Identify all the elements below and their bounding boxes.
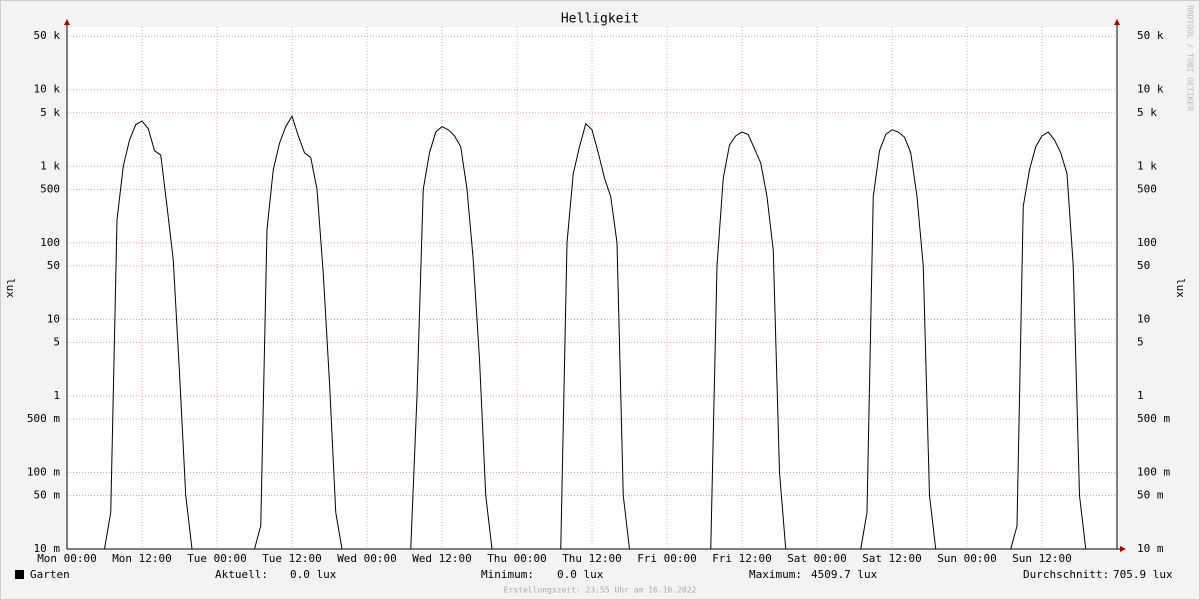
legend-stat-value: 0.0 lux bbox=[557, 568, 604, 581]
watermark: RRDTOOL / TOBI OETIKER bbox=[1186, 5, 1195, 111]
x-tick-label: Sat 12:00 bbox=[862, 552, 922, 565]
footer: Erstellungszeit: 23:55 Uhr am 16.10.2022 bbox=[504, 586, 697, 595]
y-tick-label: 10 m bbox=[34, 542, 61, 555]
x-tick-label: Tue 12:00 bbox=[262, 552, 322, 565]
axis-arrow bbox=[1120, 546, 1126, 552]
x-tick-label: Tue 00:00 bbox=[187, 552, 247, 565]
legend-stat-label: Maximum: bbox=[749, 568, 802, 581]
y2-tick-label: 5 k bbox=[1137, 106, 1157, 119]
legend-swatch bbox=[15, 570, 24, 579]
legend-stat-label: Aktuell: bbox=[215, 568, 268, 581]
y2-tick-label: 10 bbox=[1137, 312, 1150, 325]
x-tick-label: Thu 12:00 bbox=[562, 552, 622, 565]
y-tick-label: 10 k bbox=[34, 83, 61, 96]
y-tick-label: 5 k bbox=[40, 106, 60, 119]
y-tick-label: 1 bbox=[53, 389, 60, 402]
y2-axis-label: lux bbox=[1174, 278, 1187, 298]
legend-stat-label: Durchschnitt: bbox=[1023, 568, 1109, 581]
y-tick-label: 50 m bbox=[34, 488, 61, 501]
chart-title: Helligkeit bbox=[561, 12, 639, 27]
y2-tick-label: 100 m bbox=[1137, 465, 1170, 478]
x-tick-label: Wed 00:00 bbox=[337, 552, 397, 565]
legend-stat-label: Minimum: bbox=[481, 568, 534, 581]
y2-tick-label: 500 m bbox=[1137, 412, 1170, 425]
x-tick-label: Fri 00:00 bbox=[637, 552, 697, 565]
x-tick-label: Sat 00:00 bbox=[787, 552, 847, 565]
y-tick-label: 50 bbox=[47, 259, 60, 272]
y-tick-label: 500 m bbox=[27, 412, 60, 425]
y2-tick-label: 10 k bbox=[1137, 83, 1164, 96]
legend-stat-value: 705.9 lux bbox=[1113, 568, 1173, 581]
y2-tick-label: 50 m bbox=[1137, 488, 1164, 501]
y2-tick-label: 50 k bbox=[1137, 29, 1164, 42]
y2-tick-label: 1 bbox=[1137, 389, 1144, 402]
y-tick-label: 50 k bbox=[34, 29, 61, 42]
y2-tick-label: 1 k bbox=[1137, 159, 1157, 172]
y2-tick-label: 500 bbox=[1137, 182, 1157, 195]
y2-tick-label: 50 bbox=[1137, 259, 1150, 272]
legend-stat-value: 0.0 lux bbox=[290, 568, 337, 581]
y2-tick-label: 100 bbox=[1137, 236, 1157, 249]
x-tick-label: Sun 12:00 bbox=[1012, 552, 1072, 565]
y-axis-label: lux bbox=[4, 278, 17, 298]
legend-label: Garten bbox=[30, 568, 70, 581]
y2-tick-label: 10 m bbox=[1137, 542, 1164, 555]
x-tick-label: Mon 12:00 bbox=[112, 552, 172, 565]
x-tick-label: Wed 12:00 bbox=[412, 552, 472, 565]
x-tick-label: Fri 12:00 bbox=[712, 552, 772, 565]
x-tick-label: Thu 00:00 bbox=[487, 552, 547, 565]
y-tick-label: 1 k bbox=[40, 159, 60, 172]
y-tick-label: 500 bbox=[40, 182, 60, 195]
x-tick-label: Mon 00:00 bbox=[37, 552, 97, 565]
y-tick-label: 100 m bbox=[27, 465, 60, 478]
y-tick-label: 10 bbox=[47, 312, 60, 325]
legend-stat-value: 4509.7 lux bbox=[811, 568, 878, 581]
y-tick-label: 5 bbox=[53, 335, 60, 348]
y2-tick-label: 5 bbox=[1137, 335, 1144, 348]
y-tick-label: 100 bbox=[40, 236, 60, 249]
axis-arrow bbox=[64, 19, 70, 25]
axis-arrow bbox=[1114, 19, 1120, 25]
data-line bbox=[67, 114, 1117, 550]
x-tick-label: Sun 00:00 bbox=[937, 552, 997, 565]
